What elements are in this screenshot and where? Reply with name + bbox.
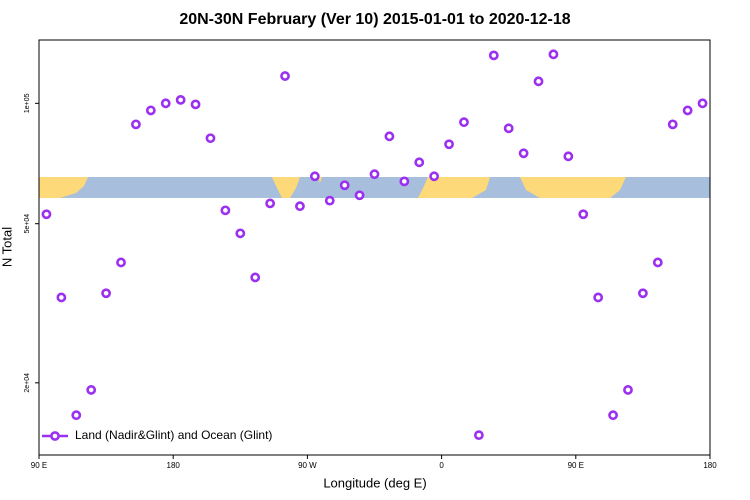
land [418,177,490,198]
point [503,123,514,134]
point [578,209,589,220]
chart-title: 20N-30N February (Ver 10) 2015-01-01 to … [179,11,570,28]
point [682,105,693,116]
point [652,257,663,268]
point [309,171,320,182]
point [369,169,380,180]
x-tick-label: 90 W [298,461,317,470]
point [145,105,156,116]
plot-frame [38,39,711,456]
point [324,195,335,206]
point [41,209,52,220]
y-tick-label: 5e+04 [24,214,31,234]
y-tick-label: 1e+05 [24,93,31,113]
x-tick-label: 90 E [31,461,47,470]
point [354,190,365,201]
point [190,99,201,110]
x-axis-label: Longitude (deg E) [323,475,426,490]
land [39,177,88,198]
point [160,98,171,109]
point [488,50,499,61]
point [473,430,484,441]
map-strip [39,177,710,198]
point [280,71,290,81]
point [116,257,126,268]
point [205,133,216,144]
point [444,139,454,150]
point [414,157,425,168]
point [399,176,410,187]
point [86,385,97,395]
point [548,49,559,60]
x-tick-label: 90 E [568,461,584,470]
land [520,177,626,198]
point [56,292,67,303]
point [384,131,395,142]
y-tick-label: 2e+04 [24,373,31,393]
y-axis-label: N Total [0,227,14,267]
point [593,292,604,303]
point [429,171,440,182]
point [131,119,141,130]
legend-marker [50,431,60,441]
point [563,151,574,162]
point [265,198,276,209]
point [175,94,186,105]
point [533,76,544,87]
point [697,98,708,109]
point [638,288,648,299]
point [623,385,633,395]
x-tick-label: 0 [439,461,444,470]
point [101,288,111,299]
point [71,410,82,421]
point [518,148,529,159]
point [295,201,305,212]
point [220,205,231,216]
point [250,272,261,283]
legend-label: Land (Nadir&Glint) and Ocean (Glint) [75,428,272,442]
x-tick-label: 180 [703,461,717,470]
point [608,410,618,421]
land [272,177,300,198]
point [339,180,350,191]
point [667,119,678,130]
point [459,117,469,128]
point [235,228,246,239]
x-tick-label: 180 [167,461,181,470]
